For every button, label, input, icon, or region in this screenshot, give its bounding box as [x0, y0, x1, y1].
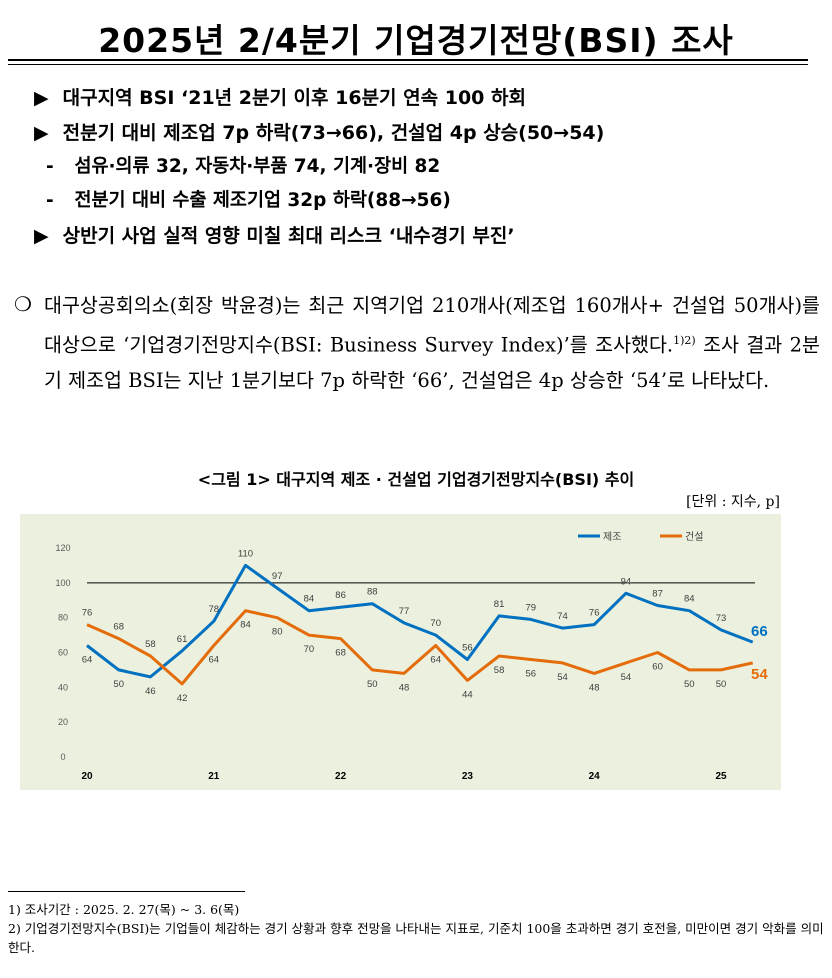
data-label: 87: [652, 588, 663, 599]
data-label: 81: [494, 599, 505, 610]
footnote-1: 1) 조사기간 : 2025. 2. 27(목) ~ 3. 6(목): [8, 902, 240, 917]
data-label: 94: [621, 576, 632, 587]
x-tick-label: 24: [589, 771, 601, 782]
y-tick-label: 0: [60, 752, 65, 762]
data-label: 84: [240, 620, 251, 631]
x-tick-label: 21: [208, 771, 220, 782]
figure-unit: [단위 : 지수, p]: [686, 494, 780, 510]
data-label: 48: [589, 682, 600, 693]
dash-bullet: -: [46, 156, 54, 177]
data-label: 80: [272, 627, 283, 638]
data-label: 64: [430, 655, 441, 666]
footnote-rule: [8, 891, 245, 892]
data-label: 42: [177, 693, 188, 704]
data-label: 64: [82, 655, 93, 666]
legend-label-construction: 건설: [685, 531, 703, 543]
highlight-text: 전분기 대비 수출 제조기업 32p 하락(88→56): [74, 190, 451, 211]
data-label: 97: [272, 571, 283, 582]
highlight-text: 상반기 사업 실적 영향 미칠 최대 리스크 ‘내수경기 부진’: [62, 225, 515, 247]
data-label: 76: [82, 608, 93, 619]
legend-label-manufacturing: 제조: [603, 531, 621, 543]
data-label: 48: [399, 682, 410, 693]
page-title: 2025년 2/4분기 기업경기전망(BSI) 조사: [98, 21, 734, 60]
body-paragraph: 대구상공회의소(회장 박윤경)는 최근 지역기업 210개사(제조업 160개사…: [44, 288, 820, 398]
circle-bullet-icon: ❍: [14, 292, 32, 316]
data-label: 50: [367, 679, 378, 690]
data-label: 76: [589, 608, 600, 619]
y-tick-label: 100: [55, 578, 70, 588]
chart-canvas: 0 20 40 60 80 100 120 20 21 22 23 24 25 64 50 46 61 78 110…: [55, 531, 768, 782]
data-label: 56: [462, 642, 473, 653]
highlight-sub-1: - 섬유·의류 32, 자동차·부품 74, 기계·장비 82: [46, 152, 440, 178]
triangle-bullet-icon: ▶: [34, 87, 49, 109]
x-tick-label: 20: [81, 771, 93, 782]
footnote-reference: 1)2): [673, 334, 696, 347]
data-label: 58: [494, 665, 505, 676]
data-label: 86: [335, 590, 346, 601]
highlight-text: 섬유·의류 32, 자동차·부품 74, 기계·장비 82: [74, 156, 441, 177]
title-rule-thin: [8, 64, 808, 65]
end-label-construction: 54: [751, 666, 768, 683]
data-label: 54: [557, 672, 568, 683]
data-label: 110: [238, 548, 253, 559]
data-label: 68: [335, 648, 346, 659]
data-label: 50: [113, 679, 124, 690]
data-label: 50: [716, 679, 727, 690]
paragraph-text-before: 대구상공회의소(회장 박윤경)는 최근 지역기업 210개사(제조업 160개사…: [44, 294, 820, 357]
data-label: 74: [557, 611, 568, 622]
data-label: 44: [462, 689, 473, 700]
data-label: 84: [684, 594, 695, 605]
highlight-text: 대구지역 BSI ‘21년 2분기 이후 16분기 연속 100 하회: [62, 87, 526, 109]
y-tick-label: 40: [58, 682, 68, 692]
triangle-bullet-icon: ▶: [34, 225, 49, 247]
data-label: 58: [145, 639, 156, 650]
data-label: 46: [145, 686, 156, 697]
series-line-construction: [86, 609, 754, 686]
data-label: 84: [304, 594, 315, 605]
highlight-3: ▶ 상반기 사업 실적 영향 미칠 최대 리스크 ‘내수경기 부진’: [34, 221, 515, 248]
highlight-text: 전분기 대비 제조업 7p 하락(73→66), 건설업 4p 상승(50→54…: [62, 122, 605, 144]
highlight-2: ▶ 전분기 대비 제조업 7p 하락(73→66), 건설업 4p 상승(50→…: [34, 118, 604, 145]
title-rule-thick: [8, 59, 808, 61]
data-label: 61: [177, 634, 188, 645]
data-label: 79: [526, 602, 537, 613]
series-line-manufacturing: [86, 563, 754, 679]
footnote-2: 2) 기업경기전망지수(BSI)는 기업들이 체감하는 경기 상황과 향후 전망…: [8, 921, 824, 955]
highlight-sub-2: - 전분기 대비 수출 제조기업 32p 하락(88→56): [46, 186, 451, 212]
data-label: 56: [526, 668, 537, 679]
y-tick-label: 80: [58, 613, 68, 623]
triangle-bullet-icon: ▶: [34, 122, 49, 144]
data-label: 77: [399, 606, 410, 617]
data-label: 64: [209, 655, 220, 666]
y-tick-label: 20: [58, 717, 68, 727]
data-label: 70: [304, 644, 315, 655]
data-label: 70: [430, 618, 441, 629]
figure-title: <그림 1> 대구지역 제조 · 건설업 기업경기전망지수(BSI) 추이: [197, 470, 635, 489]
y-tick-label: 120: [55, 543, 70, 553]
data-label: 54: [621, 672, 632, 683]
dash-bullet: -: [46, 190, 54, 211]
bsi-line-chart: 0 20 40 60 80 100 120 20 21 22 23 24 25 64 50 46 61 78 110…: [20, 514, 781, 790]
x-tick-label: 22: [335, 771, 347, 782]
data-label: 88: [367, 587, 378, 598]
data-label: 73: [716, 613, 727, 624]
highlight-1: ▶ 대구지역 BSI ‘21년 2분기 이후 16분기 연속 100 하회: [34, 83, 526, 110]
data-label: 78: [209, 604, 220, 615]
y-tick-label: 60: [58, 648, 68, 658]
paragraph-text-after: 조사 결과 2분기 제조업 BSI는 지난 1분기보다 7p 하락한 ‘66’,…: [44, 333, 820, 392]
end-label-manufacturing: 66: [751, 623, 768, 640]
data-label: 50: [684, 679, 695, 690]
x-tick-label: 23: [462, 771, 474, 782]
data-label: 60: [652, 662, 663, 673]
x-tick-label: 25: [715, 771, 727, 782]
data-label: 68: [113, 622, 124, 633]
